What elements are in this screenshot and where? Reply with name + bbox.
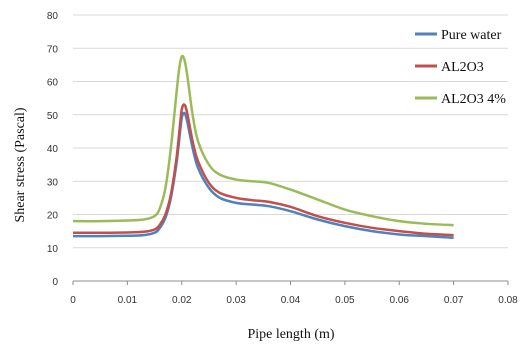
x-tick-label: 0.05 (335, 295, 355, 306)
legend: Pure water AL2O3 AL2O3 4% (415, 28, 506, 107)
x-axis-ticks: 0 0.01 0.02 0.03 0.04 0.05 0.06 0.07 0.08 (70, 295, 518, 306)
y-tick-label: 0 (52, 277, 58, 288)
x-axis-title: Pipe length (m) (247, 327, 334, 342)
x-tick-label: 0.02 (172, 295, 192, 306)
series-lines (72, 54, 454, 240)
y-axis-title: Shear stress (Pascal) (13, 107, 28, 222)
x-tick-label: 0.07 (444, 295, 464, 306)
x-tick-label: 0.01 (118, 295, 138, 306)
x-tick-label: 0.06 (390, 295, 410, 306)
legend-label-1: Pure water (441, 28, 502, 43)
y-tick-label: 80 (47, 11, 59, 22)
y-tick-label: 70 (47, 44, 59, 55)
y-tick-label: 60 (47, 78, 59, 89)
series-line-2 (72, 103, 454, 237)
x-tick-label: 0.08 (498, 295, 518, 306)
y-tick-label: 40 (47, 144, 59, 155)
legend-label-2: AL2O3 (441, 60, 484, 75)
axes (72, 280, 509, 285)
series-line-3 (72, 54, 454, 227)
series-line-1 (72, 111, 454, 240)
gridlines (73, 14, 508, 249)
y-axis-ticks: 0 10 20 30 40 50 60 70 80 (47, 11, 59, 288)
y-tick-label: 20 (47, 211, 59, 222)
y-tick-label: 30 (47, 177, 59, 188)
y-tick-label: 50 (47, 111, 59, 122)
x-tick-label: 0 (70, 295, 76, 306)
x-tick-label: 0.04 (281, 295, 301, 306)
legend-label-3: AL2O3 4% (441, 92, 506, 107)
y-tick-label: 10 (47, 244, 59, 255)
x-tick-label: 0.03 (226, 295, 246, 306)
